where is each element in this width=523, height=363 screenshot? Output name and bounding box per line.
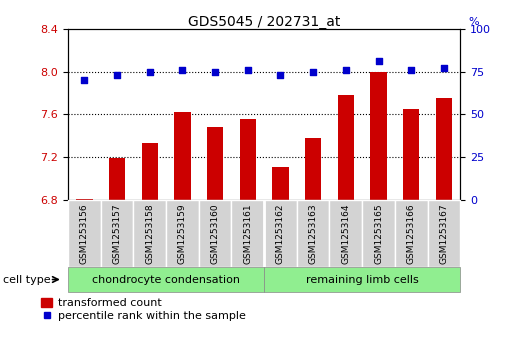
- Point: [80, 77, 88, 83]
- Bar: [76, 199, 93, 200]
- Point: [244, 67, 252, 73]
- Point: [440, 65, 448, 71]
- Bar: [231, 200, 264, 267]
- Text: GSM1253161: GSM1253161: [243, 203, 252, 264]
- Text: GSM1253167: GSM1253167: [439, 203, 448, 264]
- Text: GSM1253159: GSM1253159: [178, 203, 187, 264]
- Text: chondrocyte condensation: chondrocyte condensation: [92, 274, 240, 285]
- Point: [211, 69, 219, 75]
- Point: [276, 72, 285, 78]
- Bar: [395, 200, 428, 267]
- Point: [113, 72, 121, 78]
- Text: GSM1253156: GSM1253156: [80, 203, 89, 264]
- Text: GSM1253162: GSM1253162: [276, 203, 285, 264]
- Point: [407, 67, 415, 73]
- Point: [342, 67, 350, 73]
- Bar: [68, 200, 100, 267]
- Bar: [264, 200, 297, 267]
- Bar: [100, 200, 133, 267]
- Bar: [428, 200, 460, 267]
- Bar: [272, 167, 289, 200]
- Text: GSM1253163: GSM1253163: [309, 203, 317, 264]
- Point: [178, 67, 187, 73]
- Text: GSM1253158: GSM1253158: [145, 203, 154, 264]
- Bar: [174, 112, 190, 200]
- Bar: [362, 200, 395, 267]
- Bar: [436, 98, 452, 200]
- Bar: [297, 200, 329, 267]
- Text: remaining limb cells: remaining limb cells: [306, 274, 418, 285]
- Text: GSM1253160: GSM1253160: [211, 203, 220, 264]
- Text: GSM1253164: GSM1253164: [342, 203, 350, 264]
- Bar: [166, 200, 199, 267]
- Point: [145, 69, 154, 75]
- Bar: [403, 109, 419, 200]
- Bar: [338, 95, 354, 200]
- Bar: [329, 200, 362, 267]
- Text: cell type: cell type: [3, 274, 50, 285]
- Bar: [240, 119, 256, 200]
- Point: [309, 69, 317, 75]
- Legend: transformed count, percentile rank within the sample: transformed count, percentile rank withi…: [41, 298, 246, 321]
- Text: %: %: [468, 17, 479, 27]
- Bar: [199, 200, 231, 267]
- Text: GSM1253165: GSM1253165: [374, 203, 383, 264]
- Bar: [370, 72, 386, 200]
- Bar: [109, 158, 125, 200]
- Text: GSM1253157: GSM1253157: [112, 203, 121, 264]
- Point: [374, 58, 383, 64]
- Text: GSM1253166: GSM1253166: [407, 203, 416, 264]
- Bar: [133, 200, 166, 267]
- Text: GDS5045 / 202731_at: GDS5045 / 202731_at: [188, 15, 340, 29]
- Bar: [142, 143, 158, 200]
- Bar: [207, 127, 223, 200]
- Bar: [305, 138, 321, 200]
